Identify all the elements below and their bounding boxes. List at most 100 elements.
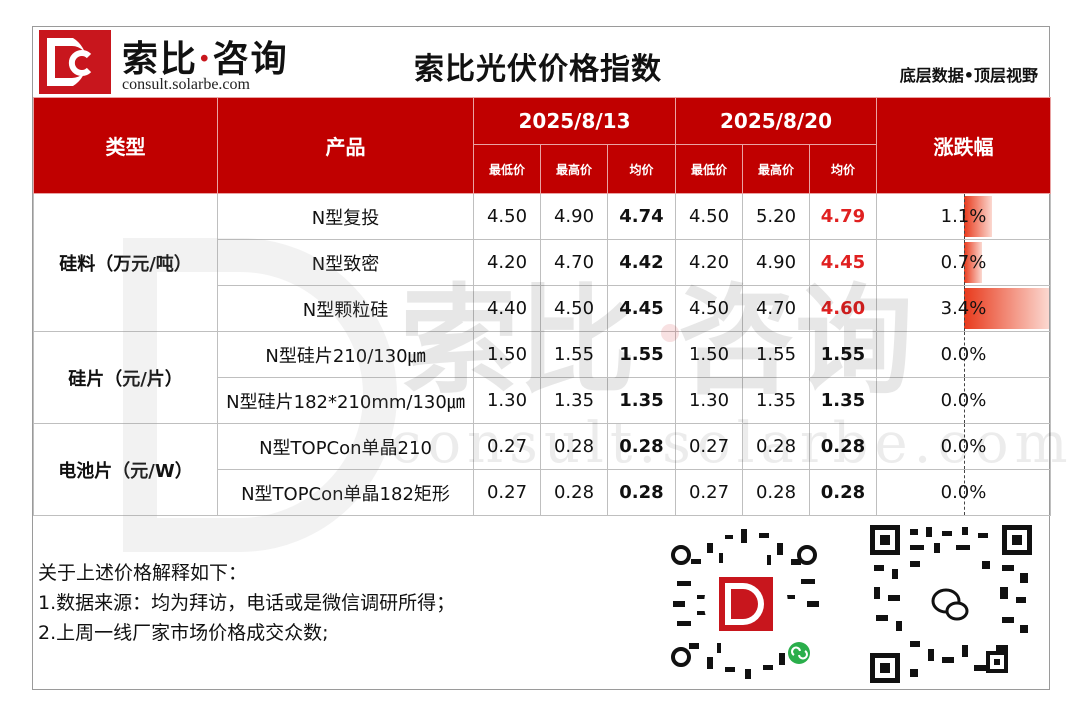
header-date-2: 2025/8/20 — [675, 97, 877, 145]
change-axis — [964, 424, 965, 469]
header-max-price: 最高价 — [742, 144, 810, 194]
price-cell-d1-avg: 1.35 — [607, 377, 676, 424]
price-cell-d1-avg: 4.74 — [607, 193, 676, 240]
change-cell: 0.0% — [876, 469, 1051, 516]
price-cell-d2-min: 4.50 — [675, 193, 743, 240]
product-cell: N型TOPCon单晶182矩形 — [217, 469, 474, 516]
change-cell: 0.0% — [876, 377, 1051, 424]
note-line-3: 2.上周一线厂家市场价格成交众数; — [38, 622, 329, 644]
change-cell: 3.4% — [876, 285, 1051, 332]
price-cell-d1-avg: 0.28 — [607, 423, 676, 470]
price-cell-d2-avg: 4.79 — [809, 193, 877, 240]
price-cell-d1-max: 1.35 — [540, 377, 608, 424]
price-cell-d1-min: 4.20 — [473, 239, 541, 286]
price-cell-d2-avg: 0.28 — [809, 423, 877, 470]
change-value: 0.0% — [940, 344, 987, 365]
price-cell-d2-min: 4.50 — [675, 285, 743, 332]
change-axis — [964, 470, 965, 515]
change-bar — [964, 242, 982, 283]
change-value: 0.0% — [940, 390, 987, 411]
price-cell-d2-min: 0.27 — [675, 469, 743, 516]
note-line-1: 关于上述价格解释如下： — [38, 562, 248, 584]
price-cell-d1-avg: 4.42 — [607, 239, 676, 286]
price-cell-d2-min: 4.20 — [675, 239, 743, 286]
header-product: 产品 — [217, 97, 474, 194]
category-cell: 硅料（万元/吨） — [33, 193, 218, 332]
table-row: N型TOPCon单晶182矩形 0.27 0.28 0.28 0.27 0.28 0.28 0… — [34, 469, 1051, 516]
slogan: 底层数据•顶层视野 — [899, 66, 1038, 85]
wechat-qr-icon[interactable] — [870, 525, 1032, 683]
price-cell-d1-min: 1.50 — [473, 331, 541, 378]
product-cell: N型复投 — [217, 193, 474, 240]
change-cell: 0.0% — [876, 423, 1051, 470]
change-cell: 1.1% — [876, 193, 1051, 240]
change-bar — [964, 288, 1049, 329]
price-cell-d2-max: 4.90 — [742, 239, 810, 286]
brand-url: consult.solarbe.com — [122, 76, 250, 93]
change-value: 3.4% — [940, 298, 987, 319]
price-cell-d1-min: 0.27 — [473, 469, 541, 516]
page-title: 索比光伏价格指数 — [414, 52, 662, 87]
product-cell: N型颗粒硅 — [217, 285, 474, 332]
price-cell-d1-max: 0.28 — [540, 423, 608, 470]
price-cell-d1-max: 0.28 — [540, 469, 608, 516]
price-cell-d2-avg: 4.60 — [809, 285, 877, 332]
notes: 关于上述价格解释如下： 1.数据来源：均为拜访，电话或是微信调研所得； 2.上周… — [38, 558, 455, 648]
price-cell-d1-max: 4.70 — [540, 239, 608, 286]
price-cell-d2-max: 5.20 — [742, 193, 810, 240]
header-min-price: 最低价 — [675, 144, 743, 194]
note-line-2: 1.数据来源：均为拜访，电话或是微信调研所得； — [38, 592, 456, 614]
product-cell: N型硅片210/130㎛ — [217, 331, 474, 378]
change-axis — [964, 332, 965, 377]
change-axis — [964, 286, 965, 331]
price-cell-d1-min: 4.40 — [473, 285, 541, 332]
price-cell-d1-min: 1.30 — [473, 377, 541, 424]
brand-dot: · — [198, 38, 213, 80]
price-cell-d1-max: 4.90 — [540, 193, 608, 240]
header-date-1: 2025/8/13 — [473, 97, 676, 145]
price-table: 类型 产品 2025/8/13 2025/8/20 涨跌幅 最低价 最高价 均价… — [33, 97, 1051, 516]
price-cell-d1-max: 1.55 — [540, 331, 608, 378]
header-type: 类型 — [33, 97, 218, 194]
price-cell-d2-min: 1.50 — [675, 331, 743, 378]
header-min-price: 最低价 — [473, 144, 541, 194]
price-cell-d2-max: 4.70 — [742, 285, 810, 332]
header-max-price: 最高价 — [540, 144, 608, 194]
change-value: 1.1% — [940, 206, 987, 227]
price-cell-d2-max: 0.28 — [742, 469, 810, 516]
price-cell-d2-avg: 1.35 — [809, 377, 877, 424]
change-value: 0.0% — [940, 436, 987, 457]
price-cell-d2-max: 0.28 — [742, 423, 810, 470]
price-cell-d1-min: 0.27 — [473, 423, 541, 470]
change-cell: 0.0% — [876, 331, 1051, 378]
price-cell-d2-min: 1.30 — [675, 377, 743, 424]
change-axis — [964, 240, 965, 285]
brand-part-1: 索比 — [122, 38, 199, 80]
solarbe-logo-icon — [39, 30, 111, 94]
table-row: 硅片（元/片） N型硅片210/130㎛ 1.50 1.55 1.55 1.50 1.55 1… — [33, 331, 1051, 424]
table-row: 硅料（万元/吨） N型复投 4.50 4.90 4.74 4.50 5.20 4.79 1.1% — [33, 193, 1051, 332]
brand-part-2: 咨询 — [212, 38, 289, 80]
price-cell-d2-avg: 4.45 — [809, 239, 877, 286]
brand-name: 索比·咨询 — [122, 30, 289, 82]
mini-program-qr-icon[interactable] — [667, 525, 825, 683]
price-cell-d1-avg: 1.55 — [607, 331, 676, 378]
price-cell-d1-max: 4.50 — [540, 285, 608, 332]
price-cell-d1-min: 4.50 — [473, 193, 541, 240]
change-axis — [964, 194, 965, 239]
price-cell-d2-max: 1.55 — [742, 331, 810, 378]
category-cell: 硅片（元/片） — [33, 331, 218, 424]
change-bar — [964, 196, 992, 237]
header-avg-price: 均价 — [809, 144, 877, 194]
price-cell-d1-avg: 0.28 — [607, 469, 676, 516]
change-value: 0.7% — [940, 252, 987, 273]
change-cell: 0.7% — [876, 239, 1051, 286]
price-cell-d2-max: 1.35 — [742, 377, 810, 424]
change-value: 0.0% — [940, 482, 987, 503]
header-avg-price: 均价 — [607, 144, 676, 194]
category-cell: 电池片（元/W） — [33, 423, 218, 516]
product-cell: N型TOPCon单晶210 — [217, 423, 474, 470]
table-row: N型致密 4.20 4.70 4.42 4.20 4.90 4.45 0.7% — [34, 239, 1051, 286]
header-change: 涨跌幅 — [876, 97, 1051, 194]
change-axis — [964, 378, 965, 423]
